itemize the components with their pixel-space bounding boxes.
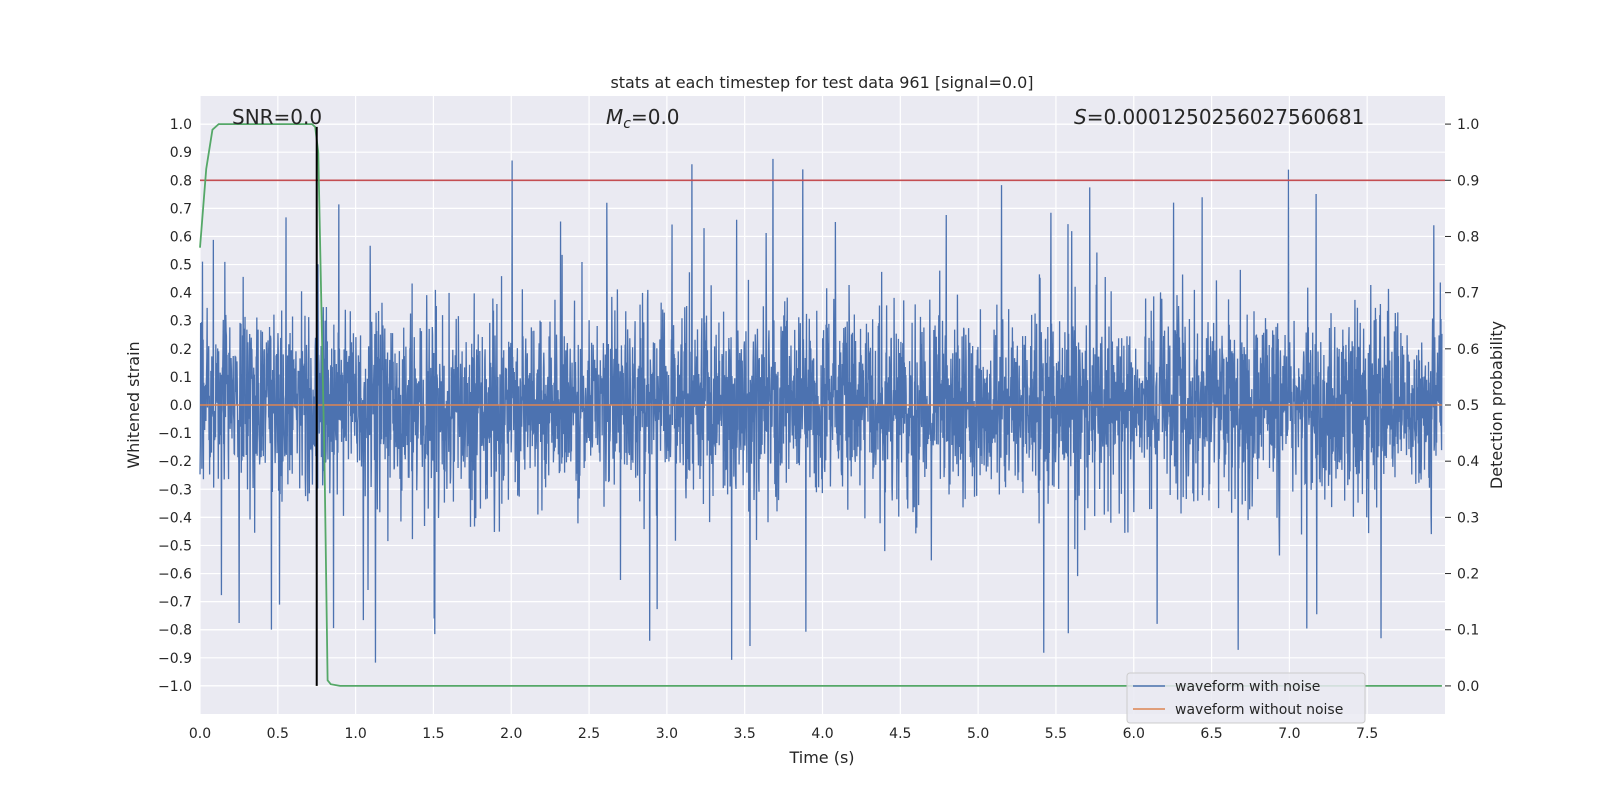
- x-tick-label: 6.5: [1200, 726, 1222, 742]
- y2-tick-label: 0.9: [1457, 173, 1479, 189]
- legend-box: [1126, 672, 1366, 724]
- noise-waveform-line: [199, 158, 1443, 663]
- annotation-chirp-mass-sub: c: [623, 116, 631, 132]
- x-tick-label: 6.0: [1123, 726, 1145, 742]
- x-tick-label: 2.0: [500, 726, 522, 742]
- y2-tick-label: 0.7: [1457, 286, 1479, 302]
- x-tick-label: 3.0: [656, 726, 678, 742]
- x-tick-label: 2.5: [578, 726, 600, 742]
- annotation-snr: SNR=0.0: [232, 105, 322, 129]
- y-tick-label: −0.7: [158, 595, 192, 611]
- x-tick-label: 0.0: [189, 726, 211, 742]
- x-tick-label: 4.5: [889, 726, 911, 742]
- y-tick-label: 0.3: [170, 314, 192, 330]
- y2-tick-label: 0.2: [1457, 567, 1479, 583]
- y2-tick-label: 0.3: [1457, 510, 1479, 526]
- y-tick-label: 0.6: [170, 229, 192, 245]
- ticks: 0.0 0.5 1.0 1.5 2.0 2.5 3.0 3.5 4.0 4.5 5.0 5.5 6.0 6…: [158, 117, 1479, 742]
- y-tick-label: 0.5: [170, 258, 192, 274]
- x-tick-label: 7.0: [1278, 726, 1300, 742]
- y-tick-label: 0.1: [170, 370, 192, 386]
- y-tick-label: −0.8: [158, 623, 192, 639]
- x-tick-label: 0.5: [267, 726, 289, 742]
- x-tick-label: 5.0: [967, 726, 989, 742]
- y-tick-label: −0.2: [158, 454, 192, 470]
- y2-axis-label: Detection probability: [1487, 321, 1506, 489]
- y-tick-label: 1.0: [170, 117, 192, 133]
- y2-tick-label: 0.8: [1457, 229, 1479, 245]
- x-tick-label: 1.0: [344, 726, 366, 742]
- x-tick-label: 1.5: [422, 726, 444, 742]
- x-tick-label: 7.5: [1356, 726, 1378, 742]
- y-tick-label: 0.7: [170, 201, 192, 217]
- annotation-s: S=0.0001250256027560681: [1074, 105, 1364, 129]
- y2-tick-label: 0.6: [1457, 342, 1479, 358]
- y-tick-label: −0.5: [158, 538, 192, 554]
- x-axis-label: Time (s): [788, 748, 854, 767]
- annotation-s-symbol: S: [1074, 105, 1087, 129]
- y-tick-label: −0.4: [158, 510, 192, 526]
- y2-tick-label: 0.5: [1457, 398, 1479, 414]
- y-tick-label: 0.0: [170, 398, 192, 414]
- y-tick-label: −0.3: [158, 482, 192, 498]
- annotation-chirp-mass-symbol: M: [606, 105, 623, 129]
- y-tick-label: 0.9: [170, 145, 192, 161]
- legend: waveform with noise waveform without noi…: [1126, 672, 1366, 724]
- y2-tick-label: 0.0: [1457, 679, 1479, 695]
- detection-probability-line: [199, 123, 1442, 687]
- x-tick-label: 5.5: [1045, 726, 1067, 742]
- annotation-chirp-mass-value: =0.0: [631, 105, 680, 129]
- x-tick-label: 3.5: [734, 726, 756, 742]
- legend-label-waveform-with-noise: waveform with noise: [1175, 679, 1320, 695]
- y-tick-label: 0.2: [170, 342, 192, 358]
- y-axis-label: Whitened strain: [124, 341, 143, 468]
- y2-tick-label: 0.4: [1457, 454, 1479, 470]
- legend-label-waveform-without-noise: waveform without noise: [1175, 702, 1343, 718]
- annotation-chirp-mass: Mc=0.0: [606, 105, 680, 132]
- y2-tick-label: 1.0: [1457, 117, 1479, 133]
- y-tick-label: −0.9: [158, 651, 192, 667]
- series-detection-probability: [199, 123, 1442, 687]
- series-waveform-with-noise: [199, 158, 1443, 663]
- y-tick-label: 0.4: [170, 286, 192, 302]
- chart-title: stats at each timestep for test data 961…: [610, 73, 1033, 92]
- annotation-s-value: =0.0001250256027560681: [1087, 105, 1365, 129]
- y-tick-label: 0.8: [170, 173, 192, 189]
- y-tick-label: −0.1: [158, 426, 192, 442]
- y-tick-label: −1.0: [158, 679, 192, 695]
- x-tick-label: 4.0: [811, 726, 833, 742]
- y2-tick-label: 0.1: [1457, 623, 1479, 639]
- y-tick-label: −0.6: [158, 567, 192, 583]
